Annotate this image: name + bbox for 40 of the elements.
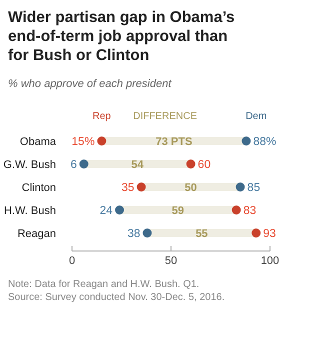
point: [97, 136, 106, 146]
data-label: 55: [196, 228, 208, 240]
y-tick-label: H.W. Bush: [4, 205, 56, 217]
series-label: DIFFERENCE: [133, 111, 198, 122]
text: Note: Data for Reagan and H.W. Bush. Q1.: [8, 279, 200, 290]
point: [142, 228, 152, 238]
data-label: 73 PTS: [156, 136, 192, 148]
x-tick-label: 100: [260, 255, 280, 267]
data-label: 6: [70, 159, 77, 171]
point: [79, 160, 88, 168]
chart-title: Wider partisan gap in Obama’s end-of-term job approval than for Bush or Clinton: [8, 9, 235, 64]
data-label: 85: [247, 182, 260, 194]
data-label: 50: [184, 182, 197, 194]
data-label: 38: [127, 228, 140, 240]
point: [232, 206, 241, 214]
y-tick-label: Obama: [20, 136, 57, 148]
point: [136, 182, 146, 192]
data-label: 59: [172, 205, 184, 217]
data-label: 88%: [253, 136, 276, 148]
point: [186, 160, 196, 168]
point: [242, 136, 251, 146]
source-note: Source: Survey conducted Nov. 30-Dec. 5, 2016.: [8, 292, 225, 303]
data-label: 24: [100, 205, 114, 217]
x-tick-label: 50: [164, 255, 178, 267]
y-tick-label: Reagan: [17, 228, 56, 240]
x-tick-label: 0: [68, 255, 76, 267]
point: [115, 206, 124, 214]
data-label: 35: [122, 182, 134, 194]
y-tick-label: Clinton: [22, 182, 56, 194]
series-label: Rep: [92, 111, 112, 122]
chart-subtitle: % who approve of each president: [8, 78, 172, 90]
data-label: 15%: [72, 136, 95, 148]
data-label: 54: [131, 159, 144, 171]
series-label: Dem: [246, 111, 267, 122]
y-tick-label: G.W. Bush: [3, 159, 56, 171]
point: [252, 228, 261, 238]
point: [236, 182, 245, 192]
data-label: 93: [263, 228, 276, 240]
data-label: 60: [198, 159, 211, 171]
data-label: 83: [243, 205, 256, 217]
